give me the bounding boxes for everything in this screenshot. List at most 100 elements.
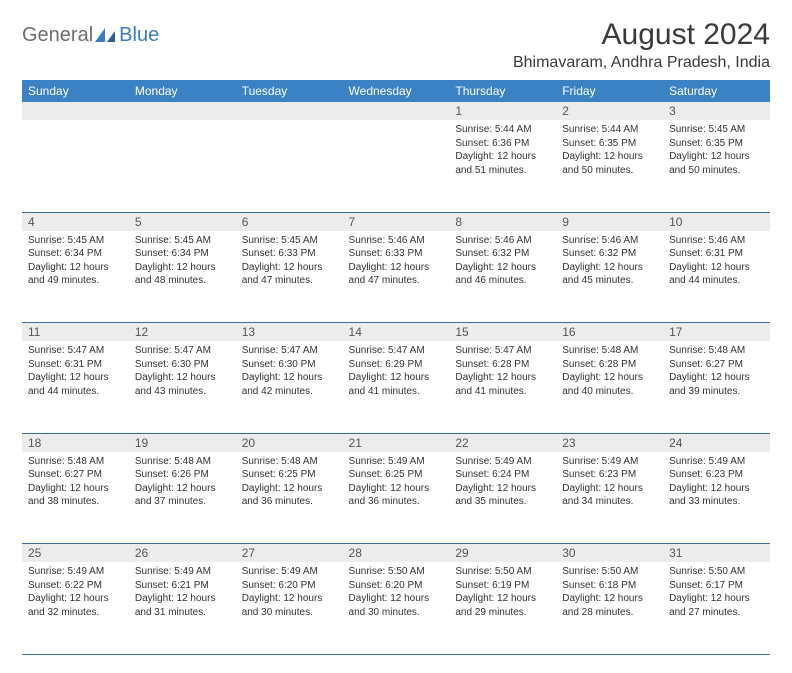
sunrise-line: Sunrise: 5:48 AM (28, 455, 123, 469)
daylight-line: Daylight: 12 hours and 50 minutes. (669, 150, 764, 177)
sunset-line: Sunset: 6:30 PM (135, 358, 230, 372)
month-title: August 2024 (513, 18, 770, 52)
day-number-cell: 16 (556, 323, 663, 342)
day-number-cell: 26 (129, 544, 236, 563)
day-number-cell: 10 (663, 212, 770, 231)
day-number-cell: 8 (449, 212, 556, 231)
sunrise-line: Sunrise: 5:50 AM (349, 565, 444, 579)
day-number-cell: 6 (236, 212, 343, 231)
daylight-line: Daylight: 12 hours and 41 minutes. (455, 371, 550, 398)
day-number-cell: 12 (129, 323, 236, 342)
day-details: Sunrise: 5:48 AMSunset: 6:28 PMDaylight:… (556, 341, 663, 402)
day-cell: Sunrise: 5:49 AMSunset: 6:20 PMDaylight:… (236, 562, 343, 654)
week-row: Sunrise: 5:47 AMSunset: 6:31 PMDaylight:… (22, 341, 770, 433)
day-cell: Sunrise: 5:48 AMSunset: 6:26 PMDaylight:… (129, 452, 236, 544)
sunrise-line: Sunrise: 5:48 AM (242, 455, 337, 469)
day-number-cell: 7 (343, 212, 450, 231)
sunrise-line: Sunrise: 5:46 AM (669, 234, 764, 248)
daylight-line: Daylight: 12 hours and 44 minutes. (669, 261, 764, 288)
sunset-line: Sunset: 6:18 PM (562, 579, 657, 593)
day-number-cell: 22 (449, 433, 556, 452)
sunset-line: Sunset: 6:32 PM (455, 247, 550, 261)
sunset-line: Sunset: 6:34 PM (135, 247, 230, 261)
day-number-cell: 28 (343, 544, 450, 563)
day-cell: Sunrise: 5:49 AMSunset: 6:23 PMDaylight:… (663, 452, 770, 544)
day-cell: Sunrise: 5:45 AMSunset: 6:33 PMDaylight:… (236, 231, 343, 323)
daylight-line: Daylight: 12 hours and 46 minutes. (455, 261, 550, 288)
day-number-cell: 13 (236, 323, 343, 342)
day-cell: Sunrise: 5:44 AMSunset: 6:36 PMDaylight:… (449, 120, 556, 212)
sunrise-line: Sunrise: 5:45 AM (135, 234, 230, 248)
day-cell: Sunrise: 5:49 AMSunset: 6:22 PMDaylight:… (22, 562, 129, 654)
day-number-cell: 18 (22, 433, 129, 452)
day-details: Sunrise: 5:48 AMSunset: 6:27 PMDaylight:… (22, 452, 129, 513)
day-cell: Sunrise: 5:47 AMSunset: 6:29 PMDaylight:… (343, 341, 450, 433)
sunrise-line: Sunrise: 5:49 AM (28, 565, 123, 579)
daylight-line: Daylight: 12 hours and 37 minutes. (135, 482, 230, 509)
sunset-line: Sunset: 6:24 PM (455, 468, 550, 482)
day-cell: Sunrise: 5:50 AMSunset: 6:18 PMDaylight:… (556, 562, 663, 654)
day-details: Sunrise: 5:50 AMSunset: 6:20 PMDaylight:… (343, 562, 450, 623)
day-number-cell (343, 102, 450, 120)
sunrise-line: Sunrise: 5:46 AM (455, 234, 550, 248)
day-cell: Sunrise: 5:49 AMSunset: 6:25 PMDaylight:… (343, 452, 450, 544)
day-number-cell: 29 (449, 544, 556, 563)
weekday-header: Wednesday (343, 80, 450, 102)
sunset-line: Sunset: 6:31 PM (669, 247, 764, 261)
day-cell: Sunrise: 5:46 AMSunset: 6:33 PMDaylight:… (343, 231, 450, 323)
sunrise-line: Sunrise: 5:49 AM (349, 455, 444, 469)
day-number-cell: 14 (343, 323, 450, 342)
sunrise-line: Sunrise: 5:46 AM (349, 234, 444, 248)
day-number-cell: 11 (22, 323, 129, 342)
sunrise-line: Sunrise: 5:49 AM (242, 565, 337, 579)
day-cell: Sunrise: 5:50 AMSunset: 6:17 PMDaylight:… (663, 562, 770, 654)
day-details: Sunrise: 5:46 AMSunset: 6:31 PMDaylight:… (663, 231, 770, 292)
day-cell: Sunrise: 5:46 AMSunset: 6:31 PMDaylight:… (663, 231, 770, 323)
sunset-line: Sunset: 6:35 PM (669, 137, 764, 151)
day-cell: Sunrise: 5:46 AMSunset: 6:32 PMDaylight:… (556, 231, 663, 323)
day-details: Sunrise: 5:45 AMSunset: 6:34 PMDaylight:… (22, 231, 129, 292)
page-header: General Blue August 2024 Bhimavaram, And… (22, 18, 770, 72)
daylight-line: Daylight: 12 hours and 29 minutes. (455, 592, 550, 619)
daylight-line: Daylight: 12 hours and 31 minutes. (135, 592, 230, 619)
day-details: Sunrise: 5:49 AMSunset: 6:22 PMDaylight:… (22, 562, 129, 623)
logo: General Blue (22, 24, 159, 47)
day-cell: Sunrise: 5:48 AMSunset: 6:28 PMDaylight:… (556, 341, 663, 433)
day-number-cell: 31 (663, 544, 770, 563)
sunrise-line: Sunrise: 5:44 AM (455, 123, 550, 137)
day-number-cell: 9 (556, 212, 663, 231)
day-cell: Sunrise: 5:47 AMSunset: 6:30 PMDaylight:… (129, 341, 236, 433)
day-cell: Sunrise: 5:49 AMSunset: 6:21 PMDaylight:… (129, 562, 236, 654)
weekday-header: Friday (556, 80, 663, 102)
day-cell: Sunrise: 5:44 AMSunset: 6:35 PMDaylight:… (556, 120, 663, 212)
day-number-cell (236, 102, 343, 120)
weekday-header-row: Sunday Monday Tuesday Wednesday Thursday… (22, 80, 770, 102)
daylight-line: Daylight: 12 hours and 38 minutes. (28, 482, 123, 509)
day-number-cell: 19 (129, 433, 236, 452)
sunset-line: Sunset: 6:25 PM (242, 468, 337, 482)
sunrise-line: Sunrise: 5:47 AM (349, 344, 444, 358)
weekday-header: Saturday (663, 80, 770, 102)
sunset-line: Sunset: 6:22 PM (28, 579, 123, 593)
sunset-line: Sunset: 6:29 PM (349, 358, 444, 372)
daylight-line: Daylight: 12 hours and 36 minutes. (349, 482, 444, 509)
sunset-line: Sunset: 6:27 PM (669, 358, 764, 372)
sunrise-line: Sunrise: 5:49 AM (669, 455, 764, 469)
day-details: Sunrise: 5:47 AMSunset: 6:30 PMDaylight:… (129, 341, 236, 402)
day-details: Sunrise: 5:48 AMSunset: 6:25 PMDaylight:… (236, 452, 343, 513)
sunset-line: Sunset: 6:20 PM (349, 579, 444, 593)
daylight-line: Daylight: 12 hours and 32 minutes. (28, 592, 123, 619)
day-details: Sunrise: 5:49 AMSunset: 6:21 PMDaylight:… (129, 562, 236, 623)
day-details: Sunrise: 5:45 AMSunset: 6:33 PMDaylight:… (236, 231, 343, 292)
sunset-line: Sunset: 6:25 PM (349, 468, 444, 482)
daylight-line: Daylight: 12 hours and 42 minutes. (242, 371, 337, 398)
day-cell: Sunrise: 5:49 AMSunset: 6:23 PMDaylight:… (556, 452, 663, 544)
day-details: Sunrise: 5:46 AMSunset: 6:32 PMDaylight:… (556, 231, 663, 292)
day-cell (343, 120, 450, 212)
sunrise-line: Sunrise: 5:45 AM (669, 123, 764, 137)
day-number-cell: 15 (449, 323, 556, 342)
daylight-line: Daylight: 12 hours and 34 minutes. (562, 482, 657, 509)
day-number-cell: 23 (556, 433, 663, 452)
sunset-line: Sunset: 6:23 PM (669, 468, 764, 482)
sunrise-line: Sunrise: 5:46 AM (562, 234, 657, 248)
